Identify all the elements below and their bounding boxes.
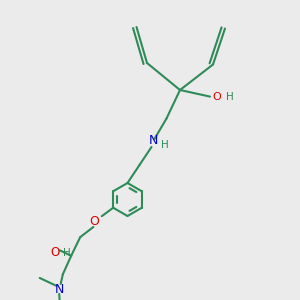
Text: O: O [50, 246, 59, 259]
Text: O: O [90, 215, 100, 228]
Text: H: H [226, 92, 234, 103]
Text: H: H [161, 140, 169, 151]
Text: N: N [55, 283, 64, 296]
Text: N: N [148, 134, 158, 148]
Text: O: O [212, 92, 221, 103]
Text: H: H [63, 248, 70, 258]
